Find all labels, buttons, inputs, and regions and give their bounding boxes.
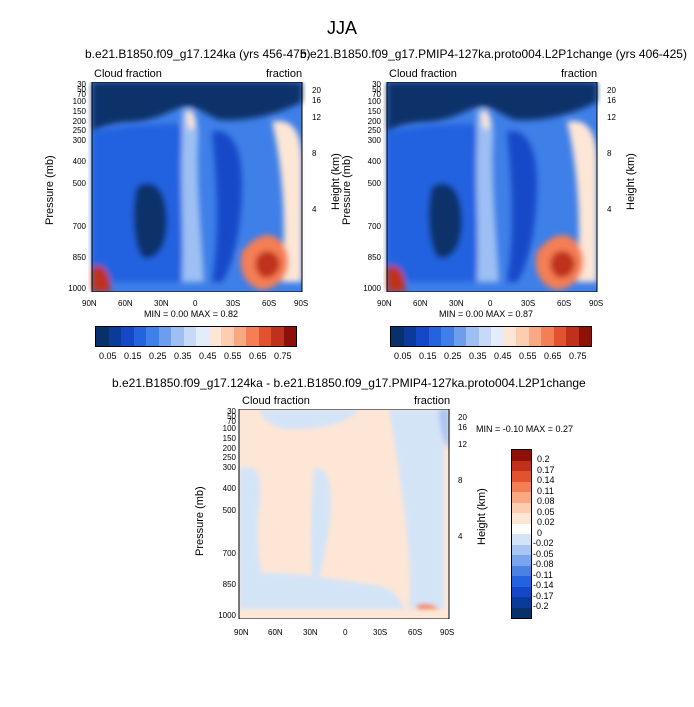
cb-a-swatch — [121, 327, 134, 346]
cb-c-swatch — [512, 471, 531, 482]
cb-b-swatch — [466, 327, 479, 346]
panel-a-south-mid — [212, 131, 242, 282]
panel-b-column — [476, 108, 499, 282]
panel-a-right-label: fraction — [266, 68, 303, 80]
panel-a-south-high — [272, 121, 302, 283]
cb-c-swatch — [512, 523, 531, 534]
cb-a-swatch — [171, 327, 184, 346]
cb-c-swatch — [512, 513, 531, 524]
panel-b-upper-cloud — [387, 82, 597, 132]
panel-b-north-low — [387, 265, 406, 292]
cb-a-swatch — [96, 327, 109, 346]
panel-b-ylabel: Pressure (mb) — [341, 155, 353, 225]
panel-b-minmax: MIN = 0.00 MAX = 0.87 — [439, 309, 534, 319]
cb-c-swatch — [512, 481, 531, 492]
panel-a-ylabel: Pressure (mb) — [44, 155, 56, 225]
panel-a-plot — [91, 82, 303, 292]
cb-b-swatch — [453, 327, 466, 346]
panel-b-south-low-core — [550, 250, 575, 278]
cb-b-swatch — [503, 327, 516, 346]
cb-a-swatch — [146, 327, 159, 346]
panel-b-title: b.e21.B1850.f09_g17.PMIP4-127ka.proto004… — [300, 47, 687, 61]
panel-a-low-left — [133, 183, 167, 259]
panel-c-neg-bottom — [239, 572, 404, 609]
cb-b-swatch — [566, 327, 579, 346]
cb-a-swatch — [158, 327, 171, 346]
panel-b-colorbar — [390, 326, 592, 347]
cb-a-swatch — [208, 327, 221, 346]
panel-b-column-core — [482, 110, 490, 130]
cb-a-swatch — [183, 327, 196, 346]
cb-c-swatch — [512, 565, 531, 576]
cb-b-swatch — [553, 327, 566, 346]
panel-b-south-mid — [507, 131, 537, 282]
panel-c-neg-south — [389, 409, 444, 609]
cb-b-swatch — [416, 327, 429, 346]
cb-b-swatch — [478, 327, 491, 346]
cb-b-swatch — [528, 327, 541, 346]
cb-a-swatch — [258, 327, 271, 346]
panel-b-left-label: Cloud fraction — [389, 68, 457, 80]
panel-b-ylabel-right: Height (km) — [625, 153, 637, 210]
cb-b-swatch — [578, 327, 591, 346]
cb-c-swatch — [512, 576, 531, 587]
cb-c-swatch — [512, 450, 531, 461]
panel-c-right-label: fraction — [414, 395, 451, 407]
panel-b-right-label: fraction — [561, 68, 598, 80]
cb-c-swatch — [512, 534, 531, 545]
panel-a-column — [181, 108, 204, 282]
panel-c-neg-north — [239, 467, 269, 604]
cb-b-swatch — [491, 327, 504, 346]
cb-a-swatch — [283, 327, 296, 346]
panel-a-column-core — [187, 110, 195, 130]
cb-a-swatch — [246, 327, 259, 346]
cb-a-swatch — [133, 327, 146, 346]
panel-a-title: b.e21.B1850.f09_g17.124ka (yrs 456-475) — [85, 47, 311, 61]
panel-c-ylabel: Pressure (mb) — [194, 486, 206, 556]
panel-c-pos-low — [417, 604, 439, 609]
panel-c-ylabel-right: Height (km) — [476, 488, 488, 545]
panel-c-minmax: MIN = -0.10 MAX = 0.27 — [476, 424, 574, 434]
cb-b-swatch — [391, 327, 404, 346]
panel-b-south-high — [567, 121, 597, 283]
panel-c-colorbar — [511, 449, 532, 619]
panel-c-left-label: Cloud fraction — [242, 395, 310, 407]
panel-c-neg-corner — [439, 409, 449, 449]
panel-c-title: b.e21.B1850.f09_g17.124ka - b.e21.B1850.… — [112, 376, 586, 390]
cb-b-swatch — [441, 327, 454, 346]
cb-b-swatch — [403, 327, 416, 346]
cb-c-swatch — [512, 492, 531, 503]
panel-a-north-low — [92, 265, 111, 292]
cb-c-swatch — [512, 607, 531, 618]
panel-a-colorbar — [95, 326, 297, 347]
cb-c-swatch — [512, 502, 531, 513]
cb-a-swatch — [221, 327, 234, 346]
cb-a-swatch — [196, 327, 209, 346]
cb-c-swatch — [512, 460, 531, 471]
panel-c-neg-upper — [259, 409, 359, 430]
panel-c-neg-mid — [310, 468, 331, 589]
panel-b-low-left — [428, 183, 462, 259]
panel-a-south-low-core — [255, 250, 280, 278]
panel-a-minmax: MIN = 0.00 MAX = 0.82 — [144, 309, 239, 319]
cb-c-swatch — [512, 544, 531, 555]
cb-b-swatch — [541, 327, 554, 346]
cb-c-swatch — [512, 597, 531, 608]
cb-b-swatch — [428, 327, 441, 346]
cb-a-swatch — [233, 327, 246, 346]
panel-a-upper-cloud — [92, 82, 302, 132]
panel-c-plot — [238, 409, 450, 619]
page-title: JJA — [327, 18, 358, 38]
panel-a-left-label: Cloud fraction — [94, 68, 162, 80]
cb-c-swatch — [512, 586, 531, 597]
panel-b-plot — [386, 82, 598, 292]
cb-c-swatch — [512, 555, 531, 566]
cb-a-swatch — [271, 327, 284, 346]
cb-a-swatch — [108, 327, 121, 346]
cb-b-swatch — [516, 327, 529, 346]
